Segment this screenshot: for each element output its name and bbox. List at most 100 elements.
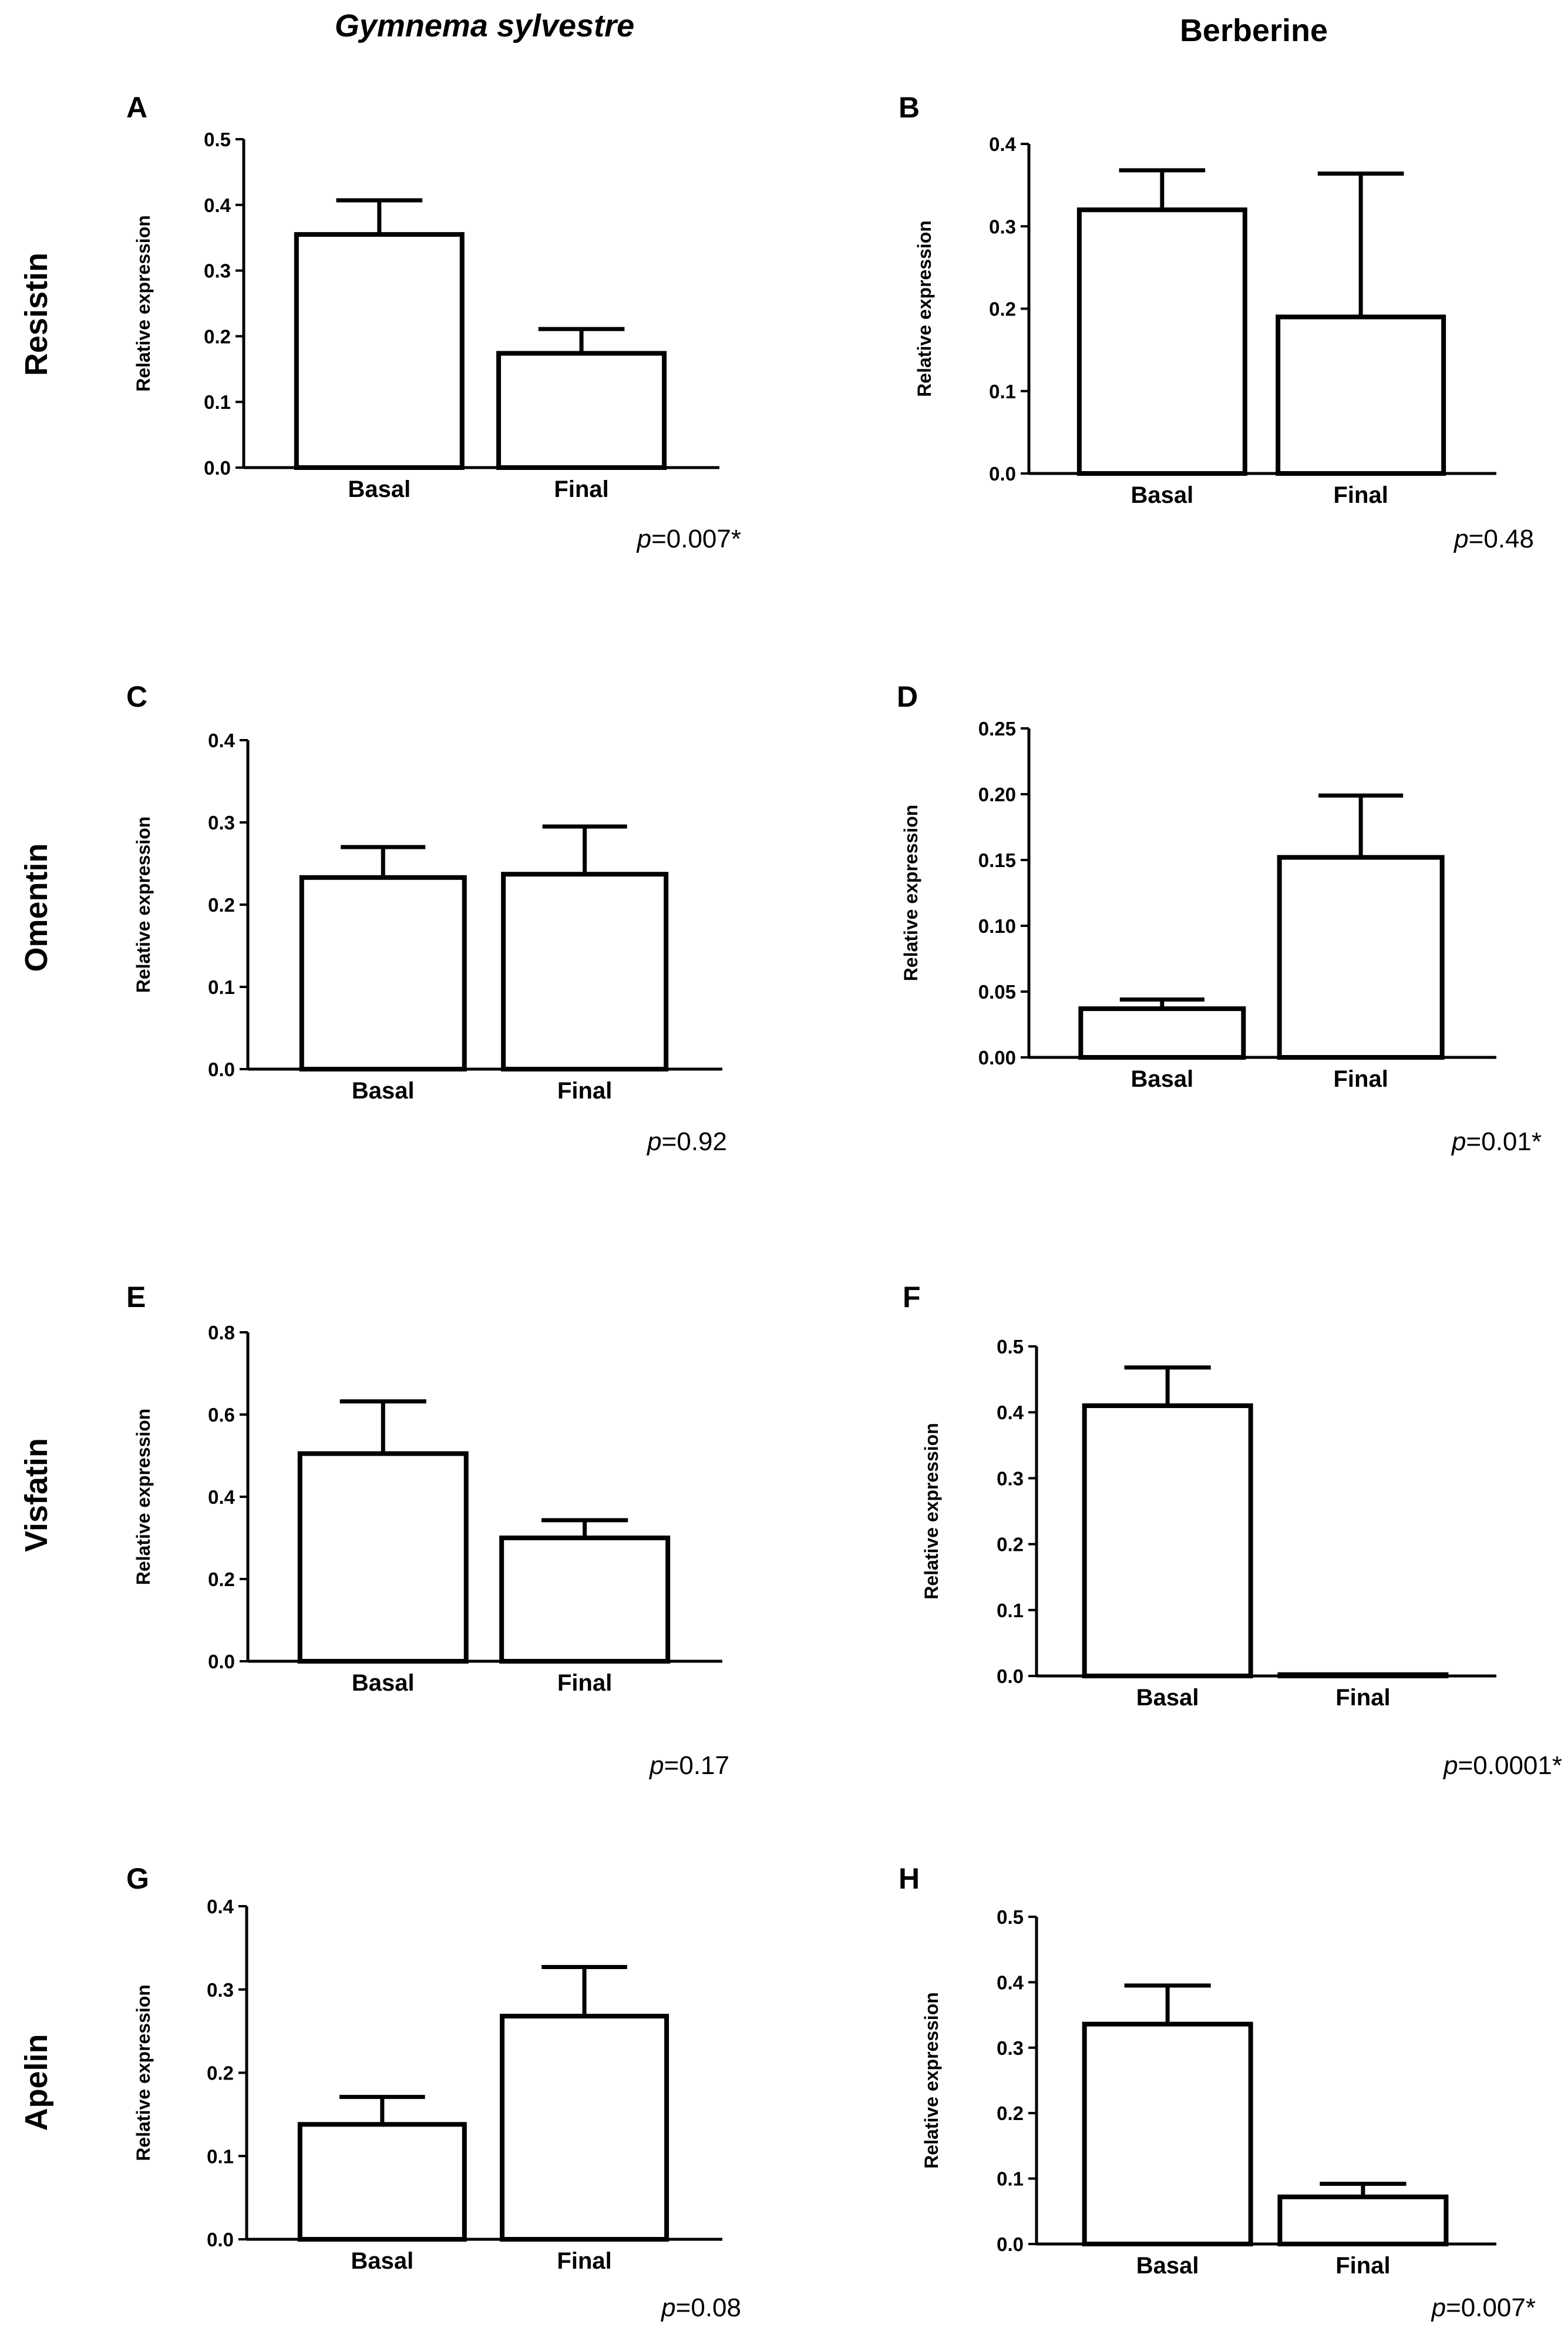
error-bar-d-final	[1318, 793, 1404, 858]
y-tick-label-c: 0.2	[208, 894, 235, 916]
row-label-visfatin: Visfatin	[19, 1438, 54, 1552]
y-tick-label-a: 0.2	[204, 325, 231, 347]
y-tick-label-d: 0.10	[978, 915, 1016, 937]
bar-d-basal	[1078, 1006, 1246, 1060]
y-tick-label-g: 0.2	[207, 2062, 234, 2084]
y-tick-label-c: 0.1	[208, 976, 235, 998]
y-tick-label-h: 0.1	[997, 2168, 1024, 2190]
y-tick-label-b: 0.1	[989, 381, 1016, 402]
chart-panels: A Relative expression 0.0 0.1 0.2 0.3 0.4 0.5 Ba…	[126, 91, 1562, 2322]
panel-h: H Relative expression 0.0 0.1 0.2 0.3 0.4 0.5 Ba…	[899, 1862, 1536, 2322]
panel-letter-c: C	[126, 680, 147, 713]
error-bar-a-basal	[336, 198, 423, 235]
y-tick-label-c: 0.0	[208, 1059, 235, 1080]
y-tick-label-d: 0.00	[978, 1047, 1016, 1069]
y-tick-label-f: 0.1	[997, 1600, 1024, 1621]
bar-a-final	[496, 351, 667, 471]
panel-e: E Relative expression 0.0 0.2 0.4 0.6 0.8 Basal…	[126, 1281, 729, 1780]
y-tick-label-h: 0.4	[997, 1971, 1024, 1993]
p-value-c: p=0.92	[646, 1127, 727, 1156]
y-tick-label-b: 0.0	[989, 463, 1016, 485]
panel-letter-h: H	[899, 1862, 920, 1895]
y-tick-label-g: 0.3	[207, 1979, 234, 2001]
bar-f-basal	[1082, 1403, 1253, 1678]
p-value-a: p=0.007*	[636, 525, 741, 553]
category-label-f-final: Final	[1335, 1685, 1390, 1711]
y-tick-label-b: 0.3	[989, 216, 1016, 237]
y-axis-label-h: Relative expression	[921, 1992, 942, 2169]
y-tick-label-e: 0.6	[208, 1404, 235, 1426]
category-label-d-basal: Basal	[1130, 1066, 1193, 1092]
panel-letter-d: D	[897, 680, 918, 713]
y-axis-label-e: Relative expression	[133, 1409, 154, 1585]
category-label-a-basal: Basal	[348, 476, 410, 502]
y-tick-label-e: 0.2	[208, 1568, 235, 1590]
y-tick-label-f: 0.0	[997, 1665, 1024, 1687]
category-label-h-final: Final	[1335, 2253, 1390, 2279]
category-label-c-final: Final	[557, 1078, 612, 1104]
category-label-g-basal: Basal	[351, 2248, 413, 2274]
y-tick-label-e: 0.0	[208, 1651, 235, 1672]
y-tick-label-g: 0.1	[207, 2145, 234, 2167]
panel-f: F Relative expression 0.0 0.1 0.2 0.3 0.4 0.5 Ba…	[903, 1281, 1562, 1780]
y-tick-label-c: 0.4	[208, 730, 235, 751]
category-label-f-basal: Basal	[1136, 1685, 1199, 1711]
panel-letter-f: F	[903, 1281, 921, 1314]
error-bar-e-basal	[339, 1399, 426, 1454]
row-label-resistin: Resistin	[19, 253, 54, 376]
y-tick-label-f: 0.5	[997, 1336, 1024, 1358]
error-bar-g-final	[541, 1964, 627, 2017]
panel-d: D Relative expression 0.00 0.05 0.10 0.15 0.20…	[897, 680, 1542, 1156]
bar-b-basal	[1076, 207, 1247, 476]
y-tick-label-a: 0.0	[204, 457, 231, 479]
column-title-berberine: Berberine	[1180, 13, 1328, 48]
y-axis-label-f: Relative expression	[921, 1423, 942, 1600]
p-value-d: p=0.01*	[1451, 1127, 1542, 1156]
y-tick-label-h: 0.3	[997, 2037, 1024, 2059]
panel-letter-g: G	[126, 1862, 149, 1895]
bar-b-final	[1276, 314, 1446, 476]
category-label-d-final: Final	[1333, 1066, 1388, 1092]
bar-e-final	[499, 1536, 671, 1664]
y-tick-label-b: 0.4	[989, 133, 1017, 155]
y-tick-label-h: 0.5	[997, 1906, 1024, 1928]
p-value-e: p=0.17	[648, 1751, 729, 1780]
category-label-b-basal: Basal	[1130, 482, 1193, 508]
error-bar-f-basal	[1124, 1365, 1211, 1406]
y-axis-label-a: Relative expression	[133, 215, 154, 392]
y-tick-label-f: 0.2	[997, 1534, 1024, 1556]
p-value-b: p=0.48	[1453, 525, 1534, 553]
y-tick-label-h: 0.2	[997, 2102, 1024, 2124]
bar-g-basal	[297, 2122, 467, 2242]
category-label-h-basal: Basal	[1136, 2253, 1199, 2279]
panel-letter-b: B	[899, 91, 920, 124]
y-tick-label-d: 0.20	[978, 784, 1016, 805]
y-tick-label-b: 0.2	[989, 298, 1016, 320]
y-tick-label-g: 0.0	[207, 2229, 234, 2250]
p-value-g: p=0.08	[660, 2293, 741, 2322]
bar-e-basal	[297, 1451, 469, 1664]
category-label-e-final: Final	[557, 1670, 612, 1696]
y-tick-label-h: 0.0	[997, 2233, 1024, 2255]
category-label-e-basal: Basal	[352, 1670, 415, 1696]
y-tick-label-e: 0.4	[208, 1486, 235, 1508]
row-label-omentin: Omentin	[19, 843, 54, 972]
bar-h-final	[1277, 2194, 1449, 2246]
y-tick-label-a: 0.3	[204, 260, 231, 282]
error-bar-b-basal	[1119, 168, 1206, 210]
y-tick-label-f: 0.3	[997, 1467, 1024, 1489]
error-bar-e-final	[541, 1518, 628, 1538]
y-tick-label-d: 0.25	[978, 718, 1016, 740]
y-tick-label-d: 0.05	[978, 981, 1016, 1003]
y-tick-label-a: 0.1	[204, 391, 231, 413]
category-label-a-final: Final	[554, 476, 608, 502]
panel-letter-e: E	[126, 1281, 146, 1314]
panel-c: C Relative expression 0.0 0.1 0.2 0.3 0.4 Basal…	[126, 680, 727, 1156]
y-tick-label-a: 0.5	[204, 129, 231, 150]
p-value-f: p=0.0001*	[1442, 1751, 1562, 1780]
y-axis-label-c: Relative expression	[133, 817, 154, 993]
error-bar-c-final	[542, 824, 627, 875]
bar-f-final	[1277, 1672, 1449, 1679]
category-label-c-basal: Basal	[352, 1078, 415, 1104]
